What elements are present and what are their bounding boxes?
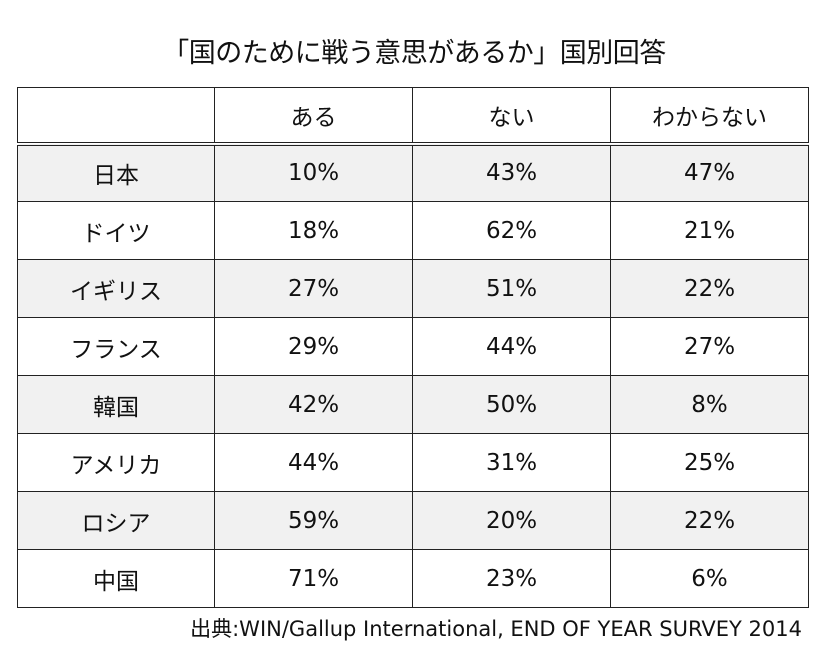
header-cell-unknown: わからない xyxy=(610,87,809,146)
country-cell: 韓国 xyxy=(17,375,215,434)
value-cell-no: 23% xyxy=(412,549,611,608)
country-cell: ドイツ xyxy=(17,201,215,260)
country-cell: ロシア xyxy=(17,491,215,550)
value-cell-unknown: 22% xyxy=(610,259,809,318)
table-row: ロシア 59% 20% 22% xyxy=(17,491,809,550)
value-cell-yes: 71% xyxy=(214,549,413,608)
table-row: ドイツ 18% 62% 21% xyxy=(17,201,809,260)
country-cell: 日本 xyxy=(17,143,215,202)
header-row: ある ない わからない xyxy=(17,87,809,146)
value-cell-yes: 27% xyxy=(214,259,413,318)
table-body: 日本 10% 43% 47% ドイツ 18% 62% 21% イギリス 27% … xyxy=(17,143,809,608)
value-cell-yes: 42% xyxy=(214,375,413,434)
value-cell-no: 20% xyxy=(412,491,611,550)
value-cell-unknown: 8% xyxy=(610,375,809,434)
table-row: イギリス 27% 51% 22% xyxy=(17,259,809,318)
value-cell-no: 31% xyxy=(412,433,611,492)
country-cell: イギリス xyxy=(17,259,215,318)
value-cell-unknown: 47% xyxy=(610,143,809,202)
value-cell-yes: 44% xyxy=(214,433,413,492)
table-header: ある ない わからない xyxy=(17,87,809,146)
country-cell: アメリカ xyxy=(17,433,215,492)
table-row: フランス 29% 44% 27% xyxy=(17,317,809,376)
value-cell-yes: 59% xyxy=(214,491,413,550)
header-cell-country xyxy=(17,87,215,146)
table-title: 「国のために戦う意思があるか」国別回答 xyxy=(162,38,666,69)
table-row: アメリカ 44% 31% 25% xyxy=(17,433,809,492)
survey-table: ある ない わからない 日本 10% 43% 47% ドイツ 18% 62% 2… xyxy=(17,87,809,608)
value-cell-unknown: 21% xyxy=(610,201,809,260)
header-cell-yes: ある xyxy=(214,87,413,146)
value-cell-unknown: 6% xyxy=(610,549,809,608)
value-cell-yes: 10% xyxy=(214,143,413,202)
value-cell-yes: 29% xyxy=(214,317,413,376)
table-row: 日本 10% 43% 47% xyxy=(17,143,809,202)
value-cell-no: 50% xyxy=(412,375,611,434)
value-cell-no: 51% xyxy=(412,259,611,318)
country-cell: 中国 xyxy=(17,549,215,608)
header-cell-no: ない xyxy=(412,87,611,146)
source-note: 出典:WIN/Gallup International, END OF YEAR… xyxy=(190,617,802,641)
table-row: 韓国 42% 50% 8% xyxy=(17,375,809,434)
value-cell-no: 43% xyxy=(412,143,611,202)
value-cell-yes: 18% xyxy=(214,201,413,260)
table-row: 中国 71% 23% 6% xyxy=(17,549,809,608)
value-cell-no: 44% xyxy=(412,317,611,376)
country-cell: フランス xyxy=(17,317,215,376)
value-cell-unknown: 25% xyxy=(610,433,809,492)
value-cell-unknown: 27% xyxy=(610,317,809,376)
value-cell-unknown: 22% xyxy=(610,491,809,550)
value-cell-no: 62% xyxy=(412,201,611,260)
